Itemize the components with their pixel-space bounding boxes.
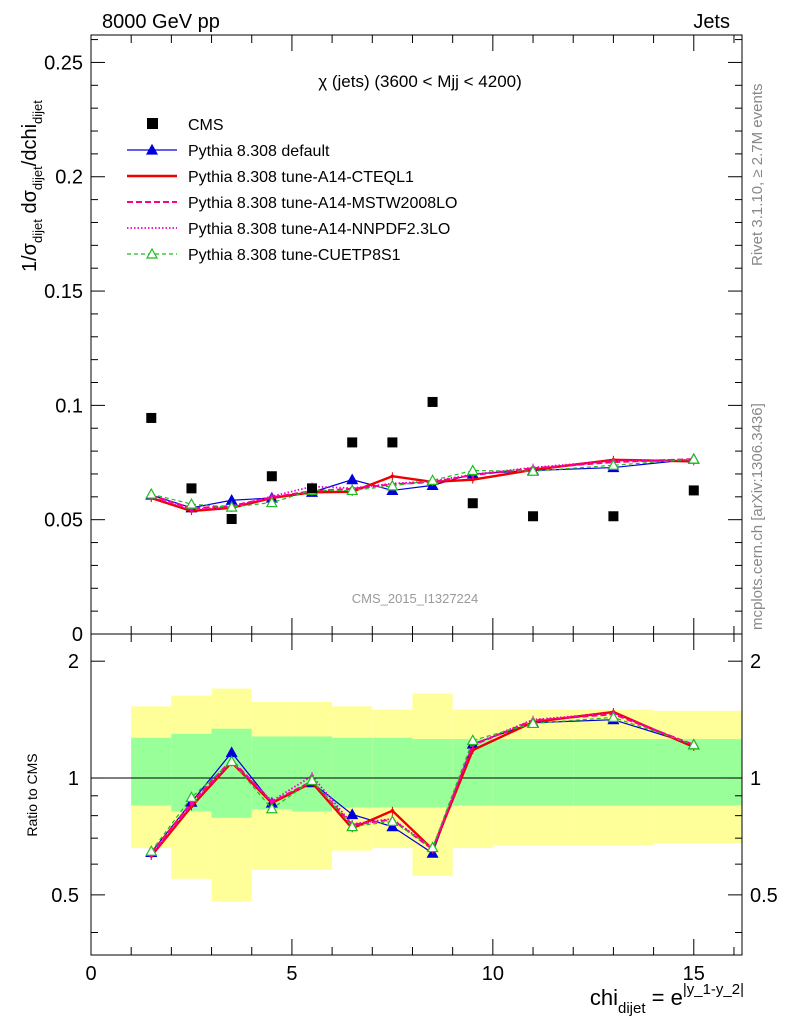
ratio-point: [270, 799, 274, 803]
legend: CMS Pythia 8.308 default Pythia 8.308 tune…: [127, 117, 457, 264]
ratio-band-inner: [131, 737, 172, 806]
main-plot-area: [145, 396, 700, 525]
ratio-point: [265, 802, 278, 814]
x-tick-label: 15: [683, 963, 705, 985]
data-point: [307, 483, 318, 494]
legend-label-5: Pythia 8.308 tune-CUETP8S1: [188, 247, 401, 264]
ratio-band-inner: [332, 737, 373, 808]
y-tick-label: 0.2: [55, 167, 83, 189]
data-point: [186, 483, 197, 494]
legend-label-1: Pythia 8.308 default: [188, 143, 330, 160]
ratio-point: [145, 845, 158, 856]
x-tick-label: 0: [85, 963, 96, 985]
ratio-band-inner: [573, 739, 654, 806]
series-point: [185, 497, 198, 509]
ratio-tick-label: 1: [68, 768, 79, 790]
ratio-point: [527, 717, 540, 729]
x-axis-label: chidijet = e|y_1-y_2|: [590, 981, 744, 1017]
series-point: [265, 496, 278, 508]
ratio-point: [390, 808, 395, 813]
ratio-tick-label-right: 2: [750, 651, 761, 673]
ratio-point: [346, 808, 359, 820]
ratio-point: [687, 738, 700, 750]
y-axis-label: 1/σdijet dσdijet/dchidijet: [19, 100, 45, 272]
ratio-tick-label: 0.5: [51, 885, 79, 907]
data-point: [688, 485, 699, 496]
data-point: [347, 437, 358, 448]
series-line-5: [151, 458, 694, 508]
ratio-tick-label-right: 1: [750, 768, 761, 790]
series-point: [466, 464, 479, 476]
ratio-plot-area: [91, 707, 742, 861]
ratio-point: [386, 815, 399, 826]
y-tick-label: 0.1: [55, 395, 83, 417]
ratio-band-inner: [211, 728, 252, 818]
ratio-band-inner: [412, 739, 453, 808]
data-point: [266, 471, 277, 482]
ratio-point: [346, 820, 359, 832]
ratio-point: [305, 774, 319, 786]
ratio-frame: [90, 633, 743, 956]
ratio-band-inner: [653, 739, 742, 806]
series-point: [145, 487, 158, 499]
ratio-tick-label-right: 0.5: [750, 885, 778, 907]
ratio-point: [185, 791, 198, 802]
ratio-point: [607, 711, 620, 722]
ratio-band-inner: [492, 739, 574, 806]
y-tick-label: 0.05: [44, 510, 83, 532]
data-point: [387, 437, 398, 448]
data-point: [427, 396, 438, 407]
legend-label-3: Pythia 8.308 tune-A14-MSTW2008LO: [188, 195, 457, 212]
series-point: [346, 473, 359, 485]
ratio-point: [466, 734, 479, 746]
ratio-point: [426, 841, 439, 853]
legend-marker-cms: [147, 118, 158, 129]
data-point: [528, 511, 539, 522]
legend-marker-5: [145, 247, 159, 259]
y-tick-label: 0: [72, 624, 83, 646]
legend-marker-1: [145, 143, 159, 155]
analysis-watermark: CMS_2015_I1327224: [352, 591, 479, 606]
legend-label-cms: CMS: [188, 117, 224, 134]
series-line-3: [150, 458, 694, 510]
rivet-label: Rivet 3.1.10, ≥ 2.7M events: [749, 84, 766, 267]
x-tick-label: 5: [286, 963, 297, 985]
legend-label-2: Pythia 8.308 tune-A14-CTEQL1: [188, 169, 414, 186]
series-point: [225, 500, 238, 512]
series-point: [527, 464, 540, 476]
series-point: [346, 484, 359, 496]
ratio-point: [386, 820, 399, 832]
header-left: 8000 GeV pp: [102, 11, 220, 33]
uncertainty-bands: [131, 688, 742, 902]
ratio-line-4: [150, 711, 695, 856]
series-point: [687, 452, 700, 464]
axes: 0 0.05 0.1 0.15 0.2 0.25 0 5 10 15 0.5 0.5 1 1 2 2: [44, 34, 778, 985]
ratio-line-5: [150, 716, 694, 852]
series-point: [470, 477, 475, 482]
series-point: [386, 479, 399, 491]
ratio-point: [189, 802, 194, 807]
legend-label-4: Pythia 8.308 tune-A14-NNPDF2.3LO: [188, 221, 450, 238]
series-point: [426, 474, 439, 485]
series-point: [390, 474, 395, 479]
y-tick-label: 0.25: [44, 52, 83, 74]
data-point: [608, 511, 619, 522]
mcplots-label: mcplots.cern.ch [arXiv:1306.3436]: [749, 403, 766, 630]
ratio-y-axis-label: Ratio to CMS: [24, 753, 40, 836]
ratio-point: [225, 755, 238, 767]
ratio-tick-label: 2: [68, 651, 79, 673]
chart-title: χ (jets) (3600 < Mjj < 4200): [318, 72, 522, 91]
data-point: [146, 412, 157, 423]
header-right: Jets: [693, 11, 730, 33]
data-point: [226, 514, 237, 525]
ratio-band-inner: [372, 737, 413, 808]
series-point: [607, 459, 620, 470]
data-point: [467, 498, 478, 509]
y-tick-label: 0.15: [44, 281, 83, 303]
x-tick-label: 10: [482, 963, 504, 985]
